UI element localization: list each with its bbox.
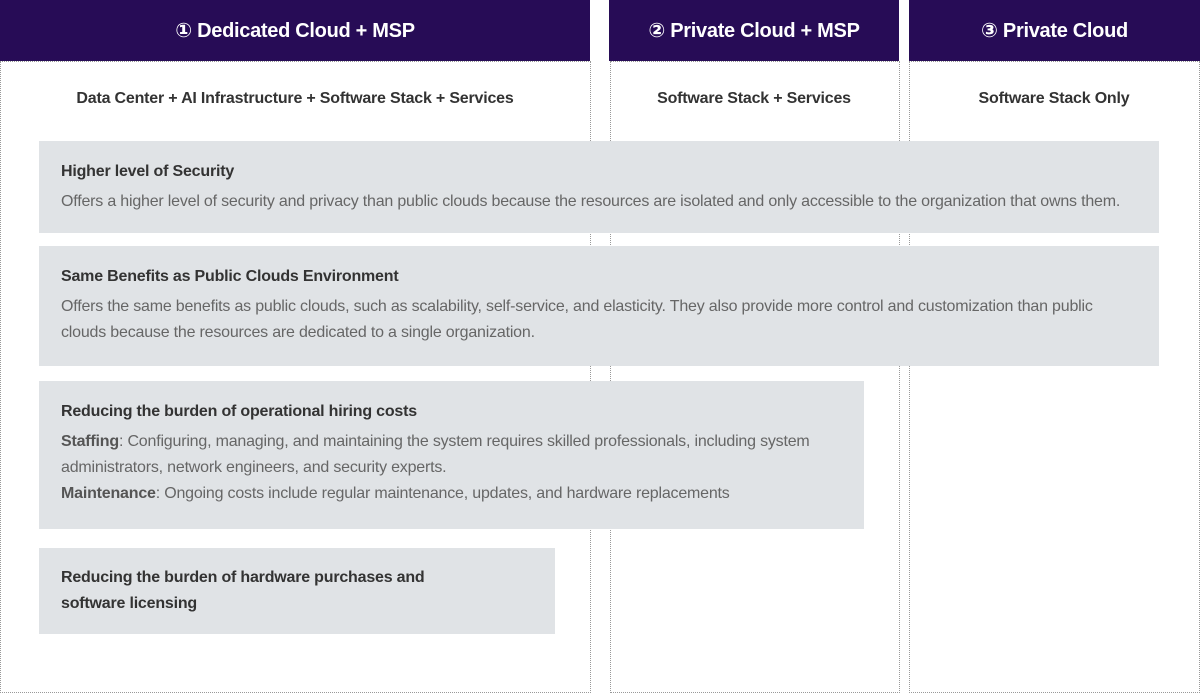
column-dedicated-cloud bbox=[0, 61, 591, 693]
benefit-hardware: Reducing the burden of hardware purchase… bbox=[39, 548, 555, 634]
benefit-item-staffing: Staffing: Configuring, managing, and mai… bbox=[61, 433, 810, 476]
header-private-cloud-msp: ② Private Cloud + MSP bbox=[609, 0, 899, 61]
benefit-security: Higher level of Security Offers a higher… bbox=[39, 141, 1159, 233]
benefit-hiring-costs: Reducing the burden of operational hirin… bbox=[39, 381, 864, 529]
benefit-public-cloud: Same Benefits as Public Clouds Environme… bbox=[39, 246, 1159, 366]
benefit-title: Same Benefits as Public Clouds Environme… bbox=[61, 268, 399, 285]
header-dedicated-cloud: ① Dedicated Cloud + MSP bbox=[0, 0, 590, 61]
benefit-text: Offers a higher level of security and pr… bbox=[61, 193, 1121, 210]
benefit-title: Reducing the burden of operational hirin… bbox=[61, 403, 417, 420]
subtitle-dedicated-cloud: Data Center + AI Infrastructure + Softwa… bbox=[76, 90, 514, 107]
benefit-title: Higher level of Security bbox=[61, 163, 235, 180]
subtitle-private-cloud: Software Stack Only bbox=[978, 90, 1130, 107]
benefit-title: Reducing the burden of hardware purchase… bbox=[61, 569, 425, 612]
benefit-item-maintenance: Maintenance: Ongoing costs include regul… bbox=[61, 485, 730, 502]
benefit-text: Offers the same benefits as public cloud… bbox=[61, 298, 1093, 341]
column-private-cloud-msp bbox=[610, 61, 900, 693]
header-private-cloud: ③ Private Cloud bbox=[909, 0, 1200, 61]
subtitle-private-cloud-msp: Software Stack + Services bbox=[657, 90, 851, 107]
